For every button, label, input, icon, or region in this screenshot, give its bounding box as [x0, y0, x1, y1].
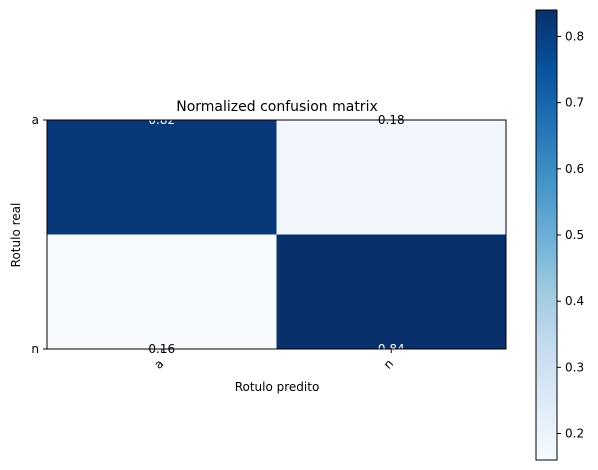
- chart-title: Normalized confusion matrix: [176, 99, 378, 115]
- x-axis-label: Rotulo predito: [235, 380, 320, 394]
- colorbar-tick-label: 0.7: [565, 96, 584, 110]
- heatmap-cell: [47, 120, 277, 235]
- colorbar-tick-label: 0.2: [565, 427, 584, 441]
- heatmap-cell: [47, 234, 277, 349]
- y-axis-label: Rotulo real: [9, 203, 23, 268]
- colorbar-tick-label: 0.3: [565, 360, 584, 374]
- colorbar-tick-label: 0.8: [565, 29, 584, 43]
- y-tick-label: a: [32, 113, 39, 127]
- heatmap-cell: [276, 120, 506, 235]
- plot-frame: [46, 119, 507, 350]
- y-axis-ticks: an: [31, 113, 47, 356]
- colorbar: [535, 9, 558, 461]
- x-tick-label: a: [151, 357, 166, 372]
- heatmap-cell: [276, 234, 506, 349]
- colorbar-ticks: 0.2 0.3 0.4 0.5 0.6 0.7 0.8: [557, 29, 584, 441]
- colorbar-tick-label: 0.6: [565, 162, 584, 176]
- heatmap-cells: [47, 120, 506, 349]
- colorbar-tick-label: 0.5: [565, 228, 584, 242]
- x-tick-label: n: [381, 357, 396, 372]
- y-tick-label: n: [31, 342, 39, 356]
- colorbar-tick-label: 0.4: [565, 294, 584, 308]
